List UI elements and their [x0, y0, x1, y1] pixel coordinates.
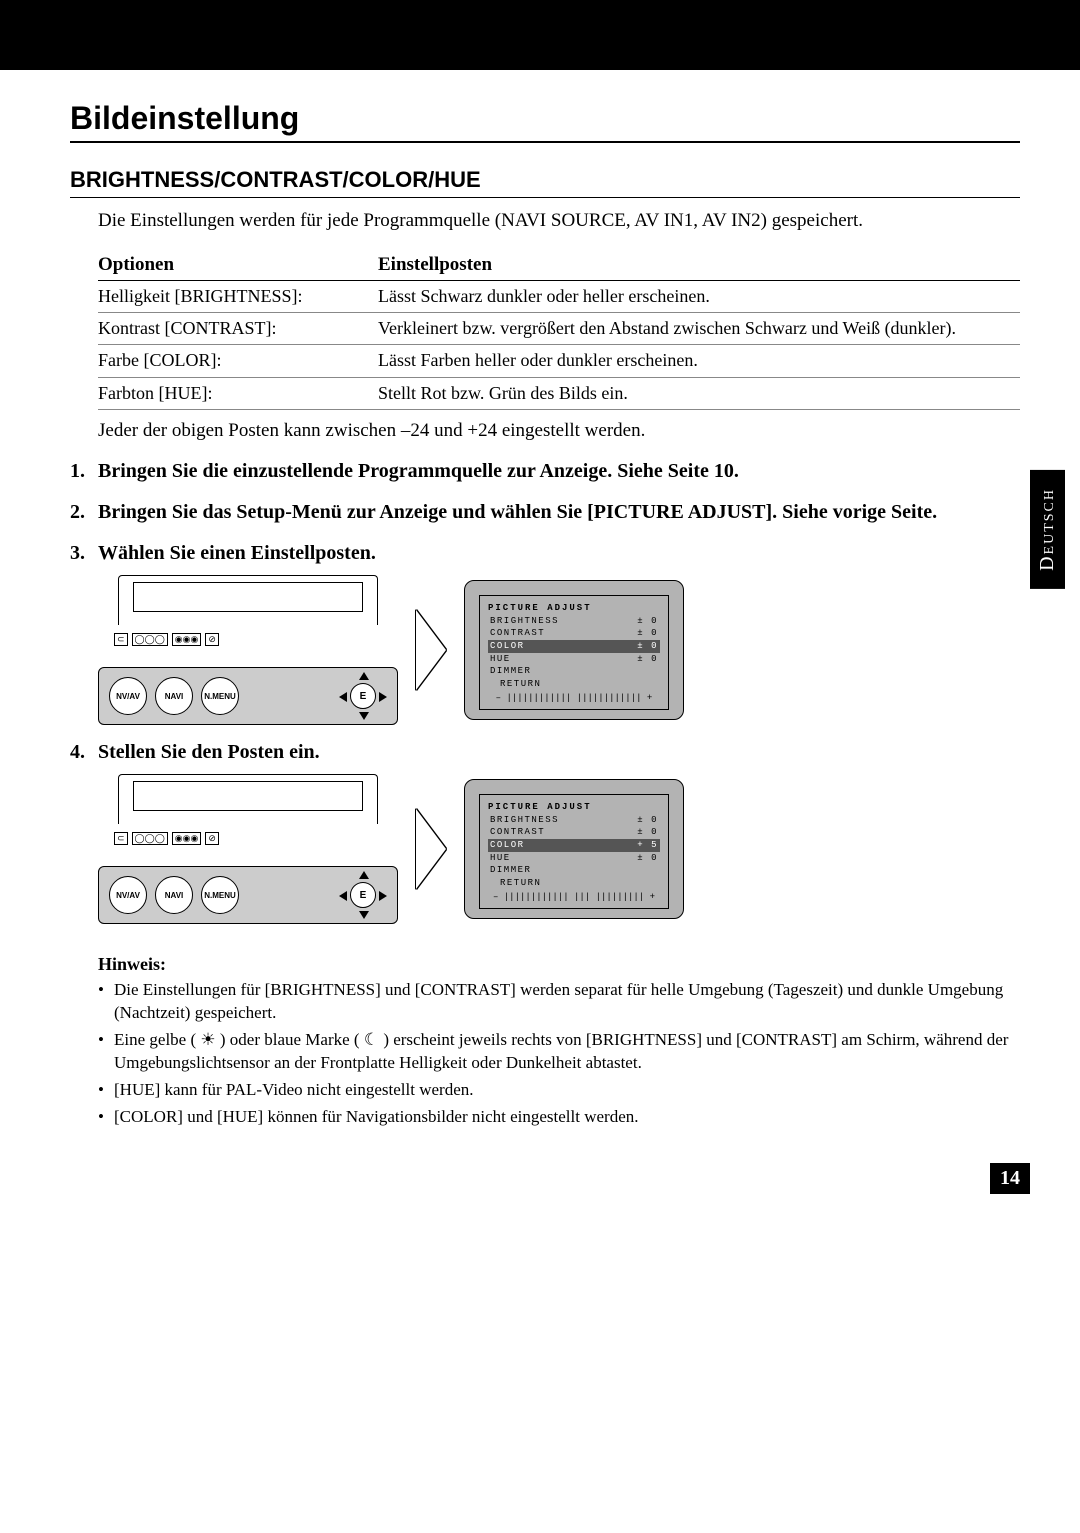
page-number: 14	[990, 1163, 1030, 1194]
remote-figure: ⊂◯◯◯◉◉◉⊘ NV/AV NAVI N.MENU E	[98, 575, 398, 725]
figure-row-4: ⊂◯◯◯◉◉◉⊘ NV/AV NAVI N.MENU E	[98, 774, 1020, 924]
step-text: Wählen Sie einen Einstellposten.	[98, 540, 376, 567]
language-tab: Deutsch	[1030, 470, 1065, 589]
dpad[interactable]: E	[339, 672, 387, 720]
hinweis-title: Hinweis:	[98, 954, 1020, 975]
hinweis-block: Hinweis: Die Einstellungen für [BRIGHTNE…	[98, 954, 1020, 1129]
nv-av-button[interactable]: NV/AV	[109, 677, 147, 715]
dpad-enter-button[interactable]: E	[350, 683, 376, 709]
dpad-left-icon[interactable]	[339, 891, 347, 901]
desc-cell: Lässt Schwarz dunkler oder heller ersche…	[378, 280, 1020, 312]
arrow-right-icon	[416, 610, 446, 690]
remote-top-panel	[118, 774, 378, 824]
intro-text: Die Einstellungen werden für jede Progra…	[98, 208, 1020, 234]
top-black-bar	[0, 0, 1080, 70]
remote-figure: ⊂◯◯◯◉◉◉⊘ NV/AV NAVI N.MENU E	[98, 774, 398, 924]
screen-title: PICTURE ADJUST	[488, 801, 660, 814]
nmenu-button[interactable]: N.MENU	[201, 876, 239, 914]
table-row: Helligkeit [BRIGHTNESS]: Lässt Schwarz d…	[98, 280, 1020, 312]
desc-cell: Verkleinert bzw. vergrößert den Abstand …	[378, 313, 1020, 345]
screen-title: PICTURE ADJUST	[488, 602, 660, 615]
dpad-right-icon[interactable]	[379, 891, 387, 901]
small-icons-row: ⊂◯◯◯◉◉◉⊘	[114, 633, 219, 646]
dpad-right-icon[interactable]	[379, 692, 387, 702]
sub-title: BRIGHTNESS/CONTRAST/COLOR/HUE	[70, 167, 1020, 198]
hinweis-item: Eine gelbe ( ☀ ) oder blaue Marke ( ☾ ) …	[98, 1029, 1020, 1075]
step-text: Bringen Sie das Setup-Menü zur Anzeige u…	[98, 499, 937, 526]
options-table: Optionen Einstellposten Helligkeit [BRIG…	[98, 250, 1020, 411]
step-num: 2.	[70, 499, 98, 526]
step-text: Bringen Sie die einzustellende Programmq…	[98, 458, 739, 485]
screen-row: BRIGHTNESS± 0	[488, 814, 660, 827]
step-text: Stellen Sie den Posten ein.	[98, 739, 320, 766]
dpad-up-icon[interactable]	[359, 672, 369, 680]
screen-row: HUE± 0	[488, 852, 660, 865]
screen-row: RETURN	[488, 678, 660, 691]
figure-row-3: ⊂◯◯◯◉◉◉⊘ NV/AV NAVI N.MENU E	[98, 575, 1020, 725]
steps-list: 1. Bringen Sie die einzustellende Progra…	[70, 458, 1020, 924]
screen-row: DIMMER	[488, 864, 660, 877]
screen-figure-2: PICTURE ADJUST BRIGHTNESS± 0 CONTRAST± 0…	[464, 779, 684, 919]
opt-cell: Farbe [COLOR]:	[98, 345, 378, 377]
screen-row: BRIGHTNESS± 0	[488, 615, 660, 628]
navi-button[interactable]: NAVI	[155, 876, 193, 914]
th-option: Optionen	[98, 250, 378, 281]
dpad-up-icon[interactable]	[359, 871, 369, 879]
dpad-enter-button[interactable]: E	[350, 882, 376, 908]
step-4: 4. Stellen Sie den Posten ein. ⊂◯◯◯◉◉◉⊘ …	[70, 739, 1020, 924]
step-1: 1. Bringen Sie die einzustellende Progra…	[70, 458, 1020, 485]
small-icons-row: ⊂◯◯◯◉◉◉⊘	[114, 832, 219, 845]
dpad-down-icon[interactable]	[359, 712, 369, 720]
screen-row-selected: COLOR+ 5	[488, 839, 660, 852]
slider-bar: – |||||||||||| |||||||||||| +	[488, 692, 660, 705]
table-row: Farbe [COLOR]: Lässt Farben heller oder …	[98, 345, 1020, 377]
section-title: Bildeinstellung	[70, 100, 1020, 143]
screen-inner: PICTURE ADJUST BRIGHTNESS± 0 CONTRAST± 0…	[479, 595, 669, 710]
screen-row-selected: COLOR± 0	[488, 640, 660, 653]
screen-row: CONTRAST± 0	[488, 627, 660, 640]
table-row: Kontrast [CONTRAST]: Verkleinert bzw. ve…	[98, 313, 1020, 345]
screen-row: RETURN	[488, 877, 660, 890]
hinweis-list: Die Einstellungen für [BRIGHTNESS] und […	[98, 979, 1020, 1129]
screen-row: CONTRAST± 0	[488, 826, 660, 839]
dpad-down-icon[interactable]	[359, 911, 369, 919]
opt-cell: Kontrast [CONTRAST]:	[98, 313, 378, 345]
step-num: 4.	[70, 739, 98, 766]
range-note: Jeder der obigen Posten kann zwischen –2…	[98, 420, 1020, 442]
screen-inner: PICTURE ADJUST BRIGHTNESS± 0 CONTRAST± 0…	[479, 794, 669, 909]
hinweis-item: [COLOR] und [HUE] können für Navigations…	[98, 1106, 1020, 1129]
table-row: Farbton [HUE]: Stellt Rot bzw. Grün des …	[98, 377, 1020, 409]
screen-row: DIMMER	[488, 665, 660, 678]
desc-cell: Stellt Rot bzw. Grün des Bilds ein.	[378, 377, 1020, 409]
slider-bar: – |||||||||||| ||| ||||||||| +	[488, 891, 660, 904]
screen-row: HUE± 0	[488, 653, 660, 666]
remote-button-panel: NV/AV NAVI N.MENU E	[98, 866, 398, 924]
dpad[interactable]: E	[339, 871, 387, 919]
nv-av-button[interactable]: NV/AV	[109, 876, 147, 914]
th-item: Einstellposten	[378, 250, 1020, 281]
page-content: Deutsch Bildeinstellung BRIGHTNESS/CONTR…	[0, 70, 1080, 1214]
step-num: 1.	[70, 458, 98, 485]
hinweis-item: Die Einstellungen für [BRIGHTNESS] und […	[98, 979, 1020, 1025]
step-2: 2. Bringen Sie das Setup-Menü zur Anzeig…	[70, 499, 1020, 526]
opt-cell: Farbton [HUE]:	[98, 377, 378, 409]
screen-figure-1: PICTURE ADJUST BRIGHTNESS± 0 CONTRAST± 0…	[464, 580, 684, 720]
dpad-left-icon[interactable]	[339, 692, 347, 702]
remote-top-panel	[118, 575, 378, 625]
step-num: 3.	[70, 540, 98, 567]
desc-cell: Lässt Farben heller oder dunkler erschei…	[378, 345, 1020, 377]
navi-button[interactable]: NAVI	[155, 677, 193, 715]
nmenu-button[interactable]: N.MENU	[201, 677, 239, 715]
step-3: 3. Wählen Sie einen Einstellposten. ⊂◯◯◯…	[70, 540, 1020, 725]
hinweis-item: [HUE] kann für PAL-Video nicht eingestel…	[98, 1079, 1020, 1102]
opt-cell: Helligkeit [BRIGHTNESS]:	[98, 280, 378, 312]
arrow-right-icon	[416, 809, 446, 889]
remote-button-panel: NV/AV NAVI N.MENU E	[98, 667, 398, 725]
